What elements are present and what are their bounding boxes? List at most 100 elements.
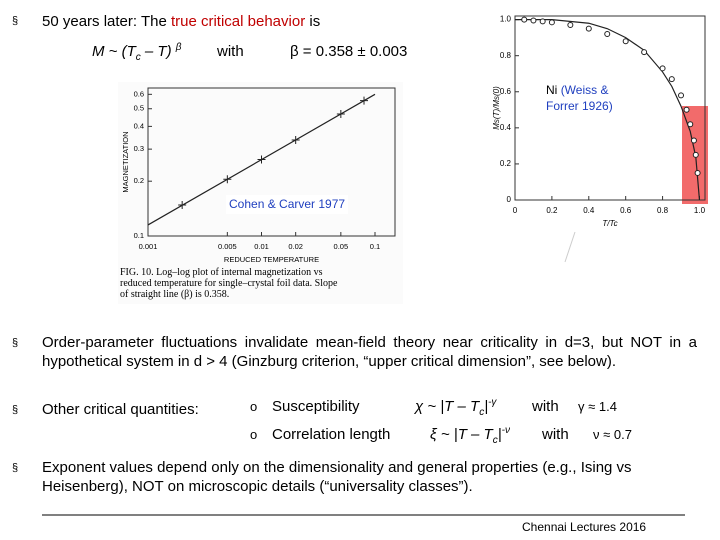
- superscript: β: [175, 42, 182, 53]
- y-tick-label: 0.3: [134, 144, 144, 153]
- bullet-text: Order-parameter fluctuations invalidate …: [42, 334, 697, 370]
- x-axis-label: REDUCED TEMPERATURE: [224, 255, 319, 264]
- law: χ ~ |T – Tc|-γ: [415, 397, 497, 418]
- bullet-text: Exponent values depend only on the dimen…: [42, 459, 632, 495]
- y-tick-label: 0.6: [500, 87, 512, 96]
- data-point: [687, 121, 694, 128]
- superscript: -ν: [501, 425, 510, 436]
- x-tick-label: 0.4: [583, 206, 595, 215]
- theory-curve: [515, 19, 701, 201]
- data-point: [641, 49, 648, 56]
- plot-frame: [514, 15, 706, 201]
- exponent-value: γ ≈ 1.4: [578, 399, 617, 414]
- y-tick-label: 0.1: [134, 231, 144, 240]
- data-point: [622, 38, 629, 45]
- data-point: [585, 25, 592, 32]
- bullet-marker: §: [12, 15, 19, 27]
- cohen-figure-bg: [118, 82, 403, 304]
- ni-plot: 0 0.2 0.4 0.6 0.8 1.0 0 0.2 0.4 0.6 0.8 1.0 T/Tc Ms(T…: [492, 15, 705, 228]
- data-point: [530, 17, 537, 24]
- text: ξ ~ |T – T: [430, 426, 493, 443]
- y-tick-label: 0.4: [500, 123, 512, 132]
- x-tick-label: 1.0: [694, 206, 706, 215]
- sub-marker: o: [250, 399, 258, 414]
- text: |: [484, 398, 489, 415]
- bullet-marker: §: [12, 462, 19, 474]
- data-point: [548, 19, 555, 26]
- x-tick-label: 0.001: [139, 242, 158, 251]
- data-point: [690, 137, 697, 144]
- x-tick-label: 0.6: [620, 206, 632, 215]
- x-axis-label: T/Tc: [602, 219, 617, 228]
- pointer: [564, 231, 576, 263]
- exponent-value: ν ≈ 0.7: [593, 427, 632, 442]
- data-point: [659, 65, 666, 72]
- y-tick-label: 0.2: [134, 176, 144, 185]
- bullet-marker: §: [12, 337, 19, 349]
- caption-line: of straight line (β) is 0.358.: [120, 289, 230, 300]
- y-tick-label: 1.0: [500, 15, 512, 24]
- ni-label: Ni (Weiss & Forrer 1926): [546, 82, 636, 114]
- x-tick-label: 0.8: [657, 206, 669, 215]
- cohen-plot: 0.001 0.005 0.01 0.02 0.05 0.1 0.1 0.2 0.3 0.4 0.5…: [121, 87, 396, 264]
- x-tick-label: 0: [513, 206, 518, 215]
- x-tick-label: 0.02: [288, 242, 303, 251]
- data-point: [257, 155, 266, 164]
- data-point: [683, 106, 690, 113]
- y-axis-label: MAGNETIZATION: [121, 131, 130, 192]
- data-point: [336, 109, 345, 118]
- sub-marker: o: [250, 427, 258, 442]
- subscript: c: [479, 407, 485, 418]
- y-tick-label: 0: [507, 195, 512, 204]
- bullet-text: Other critical quantities:: [42, 401, 199, 418]
- quantity: Susceptibility: [272, 398, 360, 415]
- formula: M ~ (Tc – T) β: [92, 42, 182, 63]
- ni-figure-bg: [500, 8, 715, 228]
- data-point: [678, 92, 685, 99]
- superscript: -γ: [488, 397, 497, 408]
- text: 50 years later: The: [42, 13, 171, 30]
- data-point: [694, 169, 701, 176]
- x-tick-label: 0.1: [370, 242, 380, 251]
- y-tick-label: 0.5: [134, 104, 144, 113]
- beta-value: β = 0.358 ± 0.003: [290, 43, 408, 60]
- data-point: [539, 18, 546, 25]
- data-point: [178, 201, 187, 210]
- caption-line: reduced temperature for single–crystal f…: [120, 278, 338, 289]
- y-tick-label: 0.6: [134, 89, 144, 98]
- with: with: [532, 398, 559, 415]
- y-axis-label: Ms(T)/Ms(0): [492, 86, 501, 130]
- text: is: [305, 13, 321, 30]
- x-tick-label: 0.005: [218, 242, 237, 251]
- subscript: c: [492, 435, 498, 446]
- plot-frame: [147, 87, 396, 237]
- law: ξ ~ |T – Tc|-ν: [430, 425, 510, 446]
- caption: FIG. 10. Log–log plot of internal magnet…: [120, 267, 337, 300]
- data-point: [223, 175, 232, 184]
- data-point: [604, 31, 611, 38]
- bullet-text: 50 years later: The true critical behavi…: [42, 12, 320, 31]
- text: |: [497, 426, 502, 443]
- data-point: [567, 22, 574, 29]
- x-tick-label: 0.01: [254, 242, 269, 251]
- y-tick-label: 0.2: [500, 159, 512, 168]
- data-point: [291, 135, 300, 144]
- bullet-marker: §: [12, 404, 19, 416]
- highlight: true critical behavior: [170, 13, 306, 30]
- x-tick-label: 0.2: [546, 206, 558, 215]
- quantity: Correlation length: [272, 426, 391, 443]
- data-point: [521, 16, 528, 23]
- x-tick-label: 0.05: [334, 242, 349, 251]
- with: with: [217, 43, 244, 60]
- text: χ ~ |T – T: [415, 398, 480, 415]
- text: – T): [140, 43, 176, 60]
- source: (Weiss & Forrer 1926): [546, 83, 613, 113]
- data-point: [692, 151, 699, 158]
- footer: Chennai Lectures 2016: [522, 520, 647, 534]
- cohen-label: Cohen & Carver 1977: [226, 195, 349, 214]
- subscript: c: [135, 52, 141, 63]
- text: M ~ (T: [92, 43, 136, 60]
- data-point: [668, 76, 675, 83]
